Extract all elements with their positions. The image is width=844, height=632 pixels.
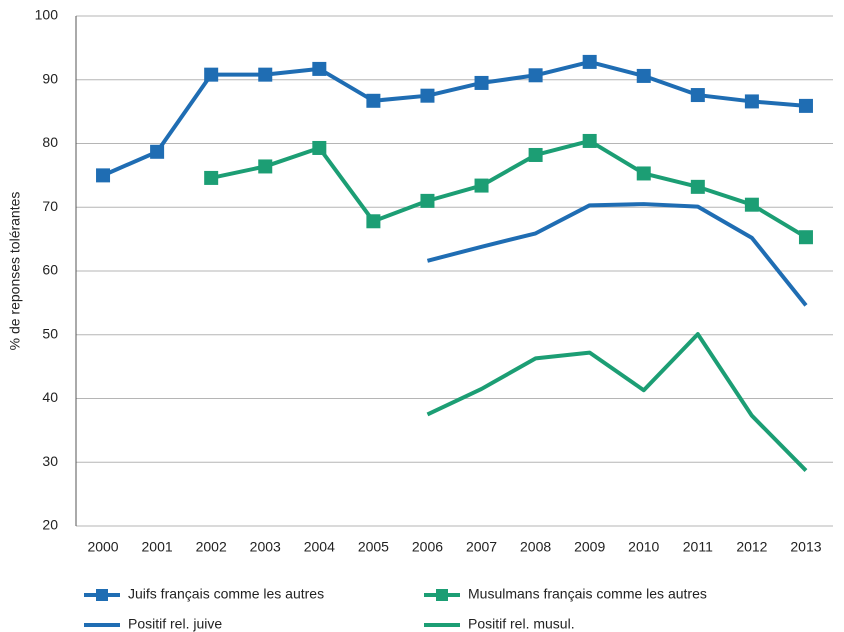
marker <box>528 147 543 162</box>
marker <box>798 230 813 245</box>
legend-label: Positif rel. juive <box>128 616 222 632</box>
y-tick-label: 60 <box>42 262 58 278</box>
marker <box>582 133 597 148</box>
marker <box>690 88 705 103</box>
y-tick-label: 50 <box>42 325 58 341</box>
marker <box>582 54 597 69</box>
x-tick-label: 2004 <box>304 539 335 555</box>
x-tick-label: 2007 <box>466 539 497 555</box>
y-tick-label: 30 <box>42 453 58 469</box>
x-tick-label: 2013 <box>790 539 821 555</box>
x-tick-label: 2010 <box>628 539 659 555</box>
x-tick-label: 2000 <box>87 539 118 555</box>
marker <box>636 68 651 83</box>
legend-label: Juifs français comme les autres <box>128 586 324 602</box>
x-tick-label: 2012 <box>736 539 767 555</box>
y-tick-label: 40 <box>42 389 58 405</box>
y-axis-label: % de reponses tolérantes <box>7 192 23 351</box>
legend-label: Positif rel. musul. <box>468 616 575 632</box>
marker <box>474 75 489 90</box>
marker <box>528 68 543 83</box>
marker <box>744 197 759 212</box>
marker <box>258 67 273 82</box>
x-tick-label: 2001 <box>142 539 173 555</box>
y-tick-label: 70 <box>42 198 58 214</box>
x-tick-label: 2011 <box>683 539 713 555</box>
marker <box>366 93 381 108</box>
y-tick-label: 100 <box>35 7 59 23</box>
series-line <box>426 202 808 307</box>
y-tick-label: 90 <box>42 70 58 86</box>
marker <box>312 61 327 76</box>
legend-marker <box>436 589 448 601</box>
marker <box>366 214 381 229</box>
marker <box>312 140 327 155</box>
x-tick-label: 2006 <box>412 539 443 555</box>
marker <box>420 88 435 103</box>
x-tick-label: 2005 <box>358 539 389 555</box>
series-line <box>102 59 807 178</box>
legend-label: Musulmans français comme les autres <box>468 586 707 602</box>
marker <box>204 170 219 185</box>
x-tick-label: 2009 <box>574 539 605 555</box>
y-tick-label: 20 <box>42 517 58 533</box>
series-line <box>426 332 808 472</box>
y-tick-label: 80 <box>42 134 58 150</box>
marker <box>690 179 705 194</box>
marker <box>474 178 489 193</box>
marker <box>798 98 813 113</box>
x-tick-label: 2008 <box>520 539 551 555</box>
legend-marker <box>96 589 108 601</box>
marker <box>96 168 111 183</box>
marker <box>744 94 759 109</box>
marker <box>204 67 219 82</box>
marker <box>420 193 435 208</box>
x-tick-label: 2002 <box>196 539 227 555</box>
series-line <box>210 138 807 239</box>
marker <box>258 159 273 174</box>
x-tick-label: 2003 <box>250 539 281 555</box>
marker <box>636 166 651 181</box>
marker <box>150 144 165 159</box>
